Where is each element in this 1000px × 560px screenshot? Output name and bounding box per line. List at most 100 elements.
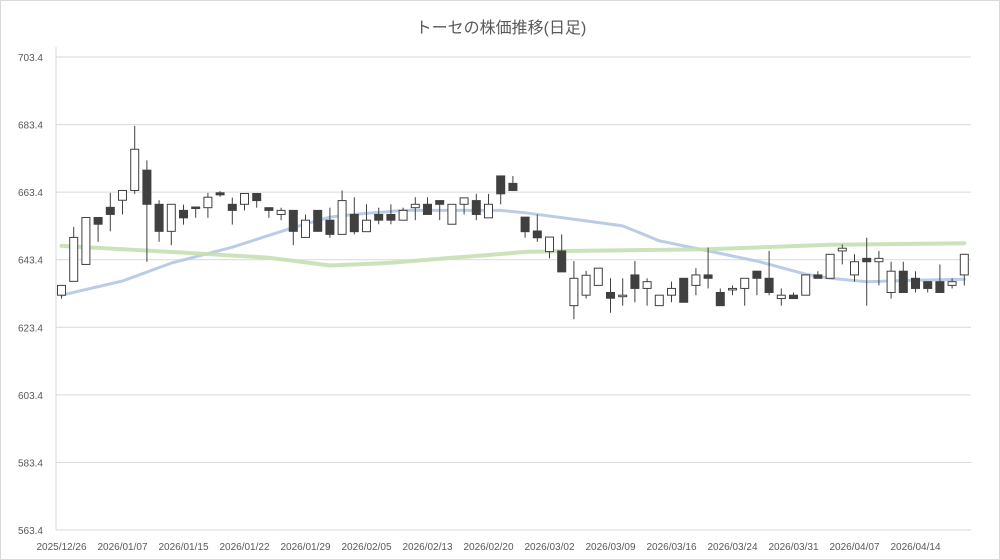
candle-body-down: [898, 270, 908, 293]
candle-body-down: [179, 209, 188, 219]
candle-body-up: [130, 148, 140, 191]
candle: [837, 244, 847, 265]
candle: [325, 207, 335, 238]
candle: [886, 261, 896, 299]
x-tick-label: 2026/03/24: [707, 542, 757, 553]
x-tick-label: 2026/01/29: [280, 542, 330, 553]
candle: [118, 189, 127, 215]
candle: [349, 197, 359, 235]
x-tick-label: 2026/01/07: [97, 542, 147, 553]
candle-body-down: [105, 206, 115, 215]
candle-body-down: [313, 209, 323, 232]
candle: [532, 214, 542, 242]
candle: [508, 175, 518, 191]
candle-body-up: [654, 294, 664, 307]
candle: [740, 277, 750, 306]
candle-body-down: [911, 277, 920, 289]
candle: [191, 206, 201, 218]
candle: [825, 253, 835, 279]
candle-body-up: [728, 287, 737, 291]
candle-body-up: [545, 236, 554, 253]
candle: [130, 125, 140, 194]
candle: [728, 285, 737, 296]
candle: [264, 207, 274, 218]
gridlines: [56, 56, 971, 531]
candle-body-up: [569, 277, 579, 307]
candle: [667, 281, 676, 303]
candle-body-up: [825, 253, 835, 279]
candle: [764, 250, 774, 296]
candle-body-down: [935, 281, 945, 293]
x-tick-label: 2026/01/22: [219, 542, 269, 553]
candle-body-down: [557, 250, 567, 273]
candle: [471, 193, 481, 221]
candle-body-down: [154, 203, 164, 232]
candle: [81, 216, 91, 265]
y-axis: 563.4 583.4 603.4 623.4 643.4 663.4 683.4 703.4: [18, 47, 57, 537]
candle-body-up: [447, 203, 457, 225]
x-tick-label: 2026/04/07: [829, 542, 879, 553]
x-tick-label: 2026/03/31: [768, 542, 818, 553]
candle-body-up: [484, 203, 493, 219]
y-tick-label: 663.4: [18, 188, 43, 199]
candle-body-up: [874, 257, 884, 263]
candle: [850, 254, 859, 282]
candle-body-up: [337, 200, 347, 235]
candle: [630, 261, 640, 303]
candle: [545, 236, 554, 259]
x-tick-label: 2026/04/14: [890, 542, 940, 553]
candle-body-up: [301, 219, 310, 238]
candle: [57, 284, 66, 299]
candle-body-up: [776, 294, 786, 300]
candle-body-up: [240, 192, 249, 205]
candle-body-up: [959, 253, 969, 276]
candle-body-up: [642, 281, 652, 289]
candle: [801, 274, 811, 296]
candle: [947, 278, 957, 289]
moving-averages: [59, 208, 967, 297]
candle-body-up: [69, 236, 79, 282]
candle: [215, 191, 225, 197]
candle-body-down: [386, 213, 396, 221]
y-tick-label: 623.4: [18, 323, 43, 334]
chart-title: トーセの株価推移(日足): [416, 19, 587, 37]
candle-body-up: [740, 277, 750, 289]
candle-body-up: [850, 261, 859, 276]
candle: [557, 234, 567, 273]
candle: [69, 226, 79, 282]
x-tick-label: 2026/02/20: [463, 542, 513, 553]
candle-body-down: [191, 206, 201, 210]
x-axis: 2025/12/26 2026/01/07 2026/01/15 2026/01/22…: [36, 542, 940, 553]
candle: [276, 207, 286, 221]
candle: [703, 247, 713, 289]
candle: [642, 278, 652, 306]
candle-body-down: [264, 207, 274, 211]
candle: [447, 203, 457, 225]
candle-body-down: [630, 274, 640, 289]
candle-body-up: [362, 219, 371, 233]
x-tick-label: 2026/02/05: [341, 542, 391, 553]
candle-body-down: [496, 175, 506, 195]
candle: [423, 197, 432, 215]
candle-body-up: [459, 197, 469, 205]
candle: [789, 292, 798, 300]
candle: [337, 190, 347, 235]
candle: [166, 203, 176, 246]
candle-body-down: [93, 216, 103, 225]
candle-body-down: [862, 257, 872, 263]
candle-body-down: [215, 192, 225, 196]
candle-body-down: [715, 291, 725, 307]
candle: [691, 268, 701, 296]
candle-body-down: [471, 200, 481, 215]
candle-body-down: [349, 213, 359, 233]
x-tick-label: 2026/02/13: [402, 542, 452, 553]
candle: [496, 175, 506, 205]
candle: [911, 271, 920, 293]
candle: [374, 207, 384, 225]
candle-body-up: [886, 270, 896, 293]
candle-body-up: [118, 189, 127, 201]
candle: [142, 160, 152, 262]
candle-body-down: [789, 294, 798, 300]
candle: [898, 261, 908, 293]
candle-body-down: [606, 291, 615, 299]
